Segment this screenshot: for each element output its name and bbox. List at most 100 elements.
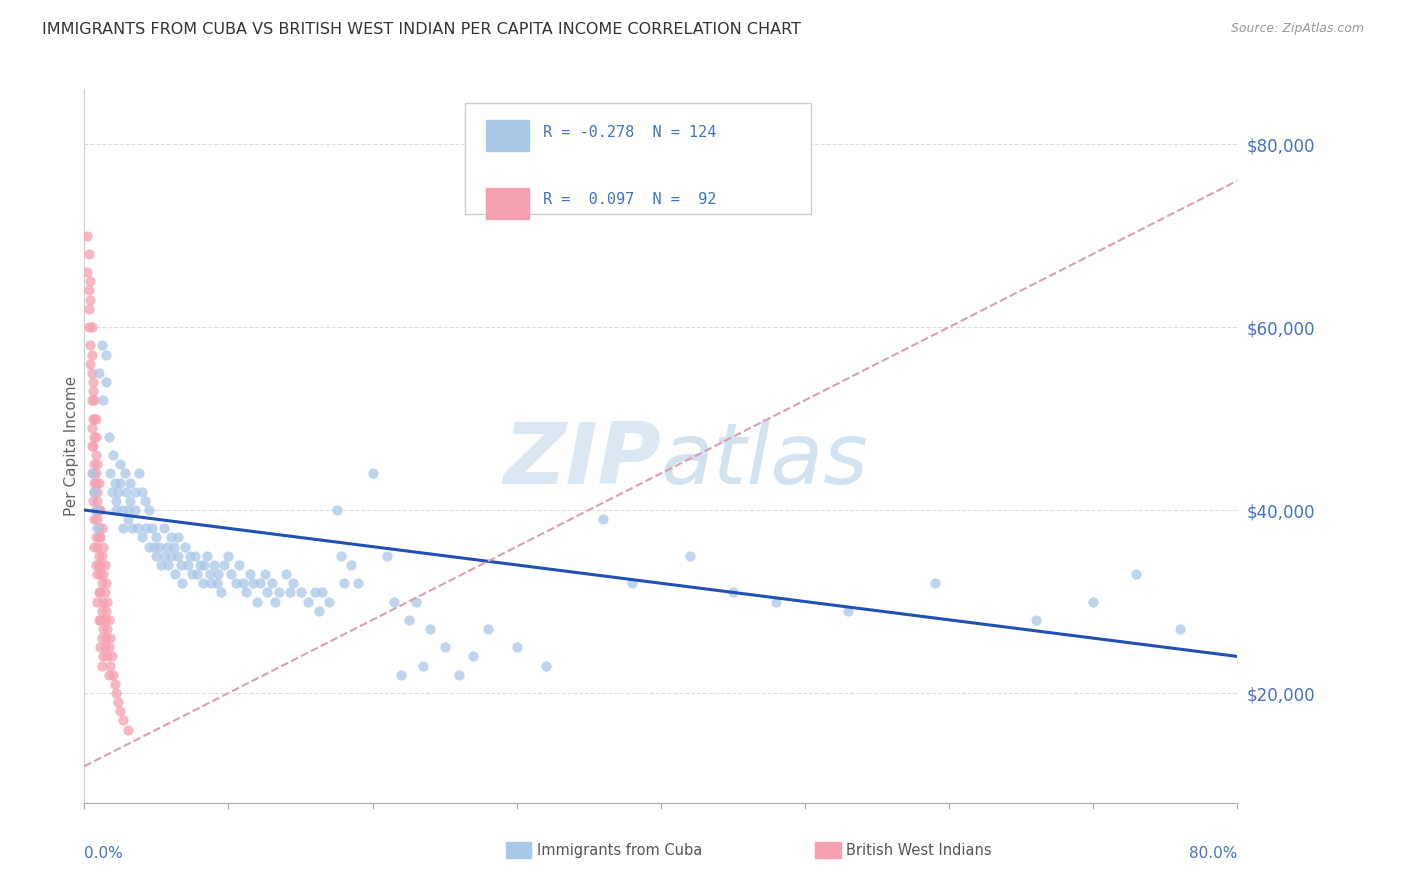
Point (120, 475, 142, 490)
Text: atlas: atlas (661, 418, 869, 502)
Point (83, 512, 105, 526)
Point (83, 393, 105, 408)
Point (174, 540, 197, 554)
Point (924, 576, 946, 591)
Point (181, 567, 204, 582)
Point (105, 686, 128, 700)
Point (621, 576, 644, 591)
Point (152, 521, 174, 535)
Point (89, 640, 111, 655)
Point (100, 649, 122, 664)
FancyBboxPatch shape (465, 103, 811, 214)
Point (155, 540, 177, 554)
Point (207, 567, 229, 582)
Point (138, 503, 160, 517)
Point (82, 375, 104, 389)
Point (83, 475, 105, 490)
Point (86, 540, 108, 554)
Point (1025, 613, 1047, 627)
Point (117, 512, 139, 526)
Point (94, 631, 117, 645)
Point (80, 393, 103, 408)
Point (221, 567, 243, 582)
Point (77, 247, 100, 261)
Point (82, 384, 104, 398)
Point (84, 503, 107, 517)
Point (110, 475, 132, 490)
Point (77, 301, 100, 316)
Point (83, 411, 105, 425)
Point (200, 576, 222, 591)
Point (837, 604, 859, 618)
Point (280, 585, 302, 599)
Point (329, 549, 352, 563)
Point (405, 594, 427, 608)
Point (156, 558, 179, 572)
Point (83, 540, 105, 554)
Point (117, 503, 139, 517)
Text: Immigrants from Cuba: Immigrants from Cuba (537, 843, 703, 857)
Point (90, 549, 112, 563)
Point (111, 503, 134, 517)
Point (86, 521, 108, 535)
Point (91, 567, 114, 582)
Point (89, 567, 111, 582)
Point (82, 494, 104, 508)
Point (94, 576, 117, 591)
Point (87, 366, 110, 380)
Point (235, 585, 257, 599)
Point (148, 540, 170, 554)
Point (145, 549, 167, 563)
Point (86, 494, 108, 508)
Point (104, 677, 127, 691)
Point (82, 411, 104, 425)
Point (506, 640, 529, 655)
Point (90, 576, 112, 591)
Point (246, 594, 269, 608)
Point (375, 549, 398, 563)
Text: R =  0.097  N =  92: R = 0.097 N = 92 (543, 193, 717, 207)
Point (84, 531, 107, 545)
Point (94, 604, 117, 618)
Point (83, 430, 105, 444)
Point (86, 458, 108, 472)
Point (433, 640, 456, 655)
Point (89, 531, 111, 545)
Text: Source: ZipAtlas.com: Source: ZipAtlas.com (1230, 22, 1364, 36)
Point (179, 549, 201, 563)
Point (96, 649, 118, 664)
Point (391, 667, 413, 681)
Point (90, 604, 112, 618)
Point (297, 594, 319, 608)
Point (267, 585, 290, 599)
Point (84, 558, 107, 572)
Point (131, 531, 153, 545)
Point (80, 467, 103, 481)
Point (91, 594, 114, 608)
Point (79, 293, 101, 307)
Bar (485, 120, 530, 152)
Point (103, 667, 125, 681)
Point (160, 549, 183, 563)
Point (80, 347, 103, 361)
Point (91, 393, 114, 408)
Point (79, 274, 101, 288)
Point (332, 576, 354, 591)
Point (93, 585, 115, 599)
Point (87, 503, 110, 517)
Point (89, 503, 111, 517)
Y-axis label: Per Capita Income: Per Capita Income (63, 376, 79, 516)
Point (110, 458, 132, 472)
Point (79, 357, 101, 371)
Point (463, 649, 485, 664)
Text: British West Indians: British West Indians (846, 843, 993, 857)
Point (83, 484, 105, 499)
Point (177, 558, 200, 572)
Point (131, 484, 153, 499)
Point (90, 338, 112, 352)
Point (83, 458, 105, 472)
Point (163, 540, 186, 554)
Point (253, 567, 276, 582)
Point (91, 622, 114, 636)
Point (121, 521, 143, 535)
